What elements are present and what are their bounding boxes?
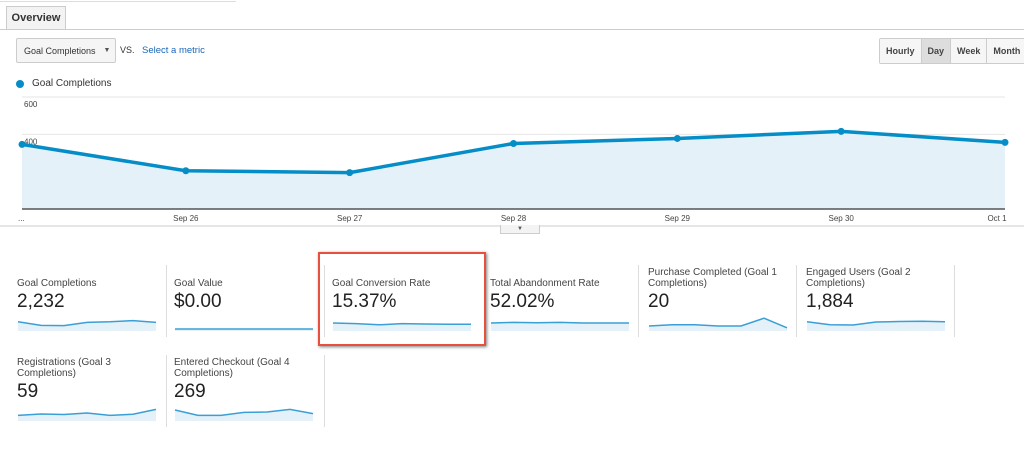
chevron-down-icon: ▼ bbox=[103, 47, 111, 54]
tab-divider bbox=[0, 29, 1024, 30]
scorecard-divider bbox=[796, 265, 797, 337]
scorecard[interactable]: Goal Completions 2,232 bbox=[17, 265, 159, 337]
sparkline-line bbox=[648, 317, 788, 329]
scorecard-value: 52.02% bbox=[490, 291, 555, 312]
data-point[interactable] bbox=[346, 169, 354, 177]
x-tick-label: ... bbox=[18, 214, 25, 223]
y-tick-label: 600 bbox=[24, 100, 38, 109]
scorecard-title: Engaged Users (Goal 2 Completions) bbox=[806, 267, 911, 289]
scorecard-title: Entered Checkout (Goal 4 Completions) bbox=[174, 357, 290, 379]
sparkline bbox=[332, 322, 471, 331]
sparkline bbox=[490, 321, 629, 331]
scorecard-value: 15.37% bbox=[332, 291, 397, 312]
scorecard[interactable]: Entered Checkout (Goal 4 Completions) 269 bbox=[174, 355, 316, 427]
x-tick-label: Sep 30 bbox=[828, 214, 854, 223]
sparkline-line bbox=[17, 408, 157, 417]
data-point[interactable] bbox=[673, 134, 681, 142]
scorecard-title: Goal Value bbox=[174, 278, 223, 289]
scorecard-title: Goal Conversion Rate bbox=[332, 278, 431, 289]
x-tick-label: Sep 26 bbox=[173, 214, 199, 223]
vs-label: VS. bbox=[120, 45, 135, 55]
data-point[interactable] bbox=[837, 127, 845, 135]
sparkline bbox=[17, 408, 157, 421]
y-tick-label: 400 bbox=[24, 137, 38, 146]
sparkline-line bbox=[806, 320, 946, 326]
scorecard-divider bbox=[166, 355, 167, 427]
scorecard-value: 269 bbox=[174, 381, 206, 402]
scorecard-value: 20 bbox=[648, 291, 670, 312]
scorecard-divider bbox=[166, 265, 167, 337]
chart-legend: Goal Completions bbox=[16, 78, 111, 89]
legend-label: Goal Completions bbox=[32, 78, 112, 89]
sparkline bbox=[17, 319, 157, 331]
sparkline bbox=[175, 328, 313, 331]
period-hourly-button[interactable]: Hourly bbox=[880, 39, 921, 63]
scorecard-divider bbox=[954, 265, 955, 337]
scorecard-title: Goal Completions bbox=[17, 278, 97, 289]
sparkline bbox=[648, 317, 788, 331]
scorecard[interactable]: Total Abandonment Rate 52.02% bbox=[490, 265, 632, 337]
sparkline-line bbox=[17, 319, 157, 327]
highlight-box bbox=[318, 252, 486, 346]
x-tick-label: Oct 1 bbox=[987, 214, 1007, 223]
data-point[interactable] bbox=[18, 140, 26, 148]
sparkline-line bbox=[174, 408, 314, 417]
period-selector: Hourly Day Week Month bbox=[879, 38, 1024, 64]
scorecard-value: $0.00 bbox=[174, 291, 222, 312]
sparkline-area bbox=[491, 322, 629, 331]
sparkline-line bbox=[490, 321, 629, 324]
sparkline-area bbox=[649, 318, 787, 331]
x-tick-label: Sep 29 bbox=[665, 214, 691, 223]
scorecard-title: Total Abandonment Rate bbox=[490, 278, 600, 289]
metric-dropdown[interactable]: Goal Completions ▼ bbox=[16, 38, 116, 63]
chart-collapse-handle[interactable]: ▼ bbox=[500, 225, 540, 234]
sparkline-area bbox=[18, 409, 156, 421]
scorecard-title: Purchase Completed (Goal 1 Completions) bbox=[648, 267, 777, 289]
area-fill bbox=[22, 131, 1005, 209]
data-point[interactable] bbox=[182, 167, 190, 175]
scorecard[interactable]: Goal Value $0.00 bbox=[174, 265, 316, 337]
scorecard-divider bbox=[324, 265, 325, 337]
sparkline-line bbox=[332, 322, 471, 326]
data-point[interactable] bbox=[510, 139, 517, 147]
top-divider bbox=[0, 1, 236, 2]
scorecard[interactable]: Goal Conversion Rate 15.37% bbox=[332, 265, 474, 337]
data-point[interactable] bbox=[1001, 138, 1009, 146]
legend-dot-icon bbox=[16, 79, 24, 88]
scorecard-divider bbox=[324, 355, 325, 427]
period-week-button[interactable]: Week bbox=[950, 39, 987, 63]
tab-overview[interactable]: Overview bbox=[6, 6, 66, 29]
x-tick-label: Sep 27 bbox=[337, 214, 363, 223]
scorecard-title: Registrations (Goal 3 Completions) bbox=[17, 357, 111, 379]
scorecard-value: 1,884 bbox=[806, 291, 854, 312]
period-month-button[interactable]: Month bbox=[986, 39, 1024, 63]
scorecard[interactable]: Purchase Completed (Goal 1 Completions) 2… bbox=[648, 265, 790, 337]
scorecard[interactable]: Registrations (Goal 3 Completions) 59 bbox=[17, 355, 159, 427]
select-metric-link[interactable]: Select a metric bbox=[142, 45, 205, 56]
sparkline-area bbox=[807, 321, 945, 331]
scorecard-value: 2,232 bbox=[17, 291, 65, 312]
metric-dropdown-label: Goal Completions bbox=[24, 45, 96, 56]
scorecard-divider bbox=[638, 265, 639, 337]
sparkline-area bbox=[333, 323, 471, 331]
sparkline-area bbox=[18, 320, 156, 331]
sparkline bbox=[174, 408, 314, 421]
scorecard-value: 59 bbox=[17, 381, 39, 402]
x-tick-label: Sep 28 bbox=[501, 214, 527, 223]
sparkline-area bbox=[175, 409, 313, 421]
period-day-button[interactable]: Day bbox=[920, 39, 951, 63]
sparkline bbox=[806, 320, 946, 331]
scorecard[interactable]: Engaged Users (Goal 2 Completions) 1,884 bbox=[806, 265, 948, 337]
